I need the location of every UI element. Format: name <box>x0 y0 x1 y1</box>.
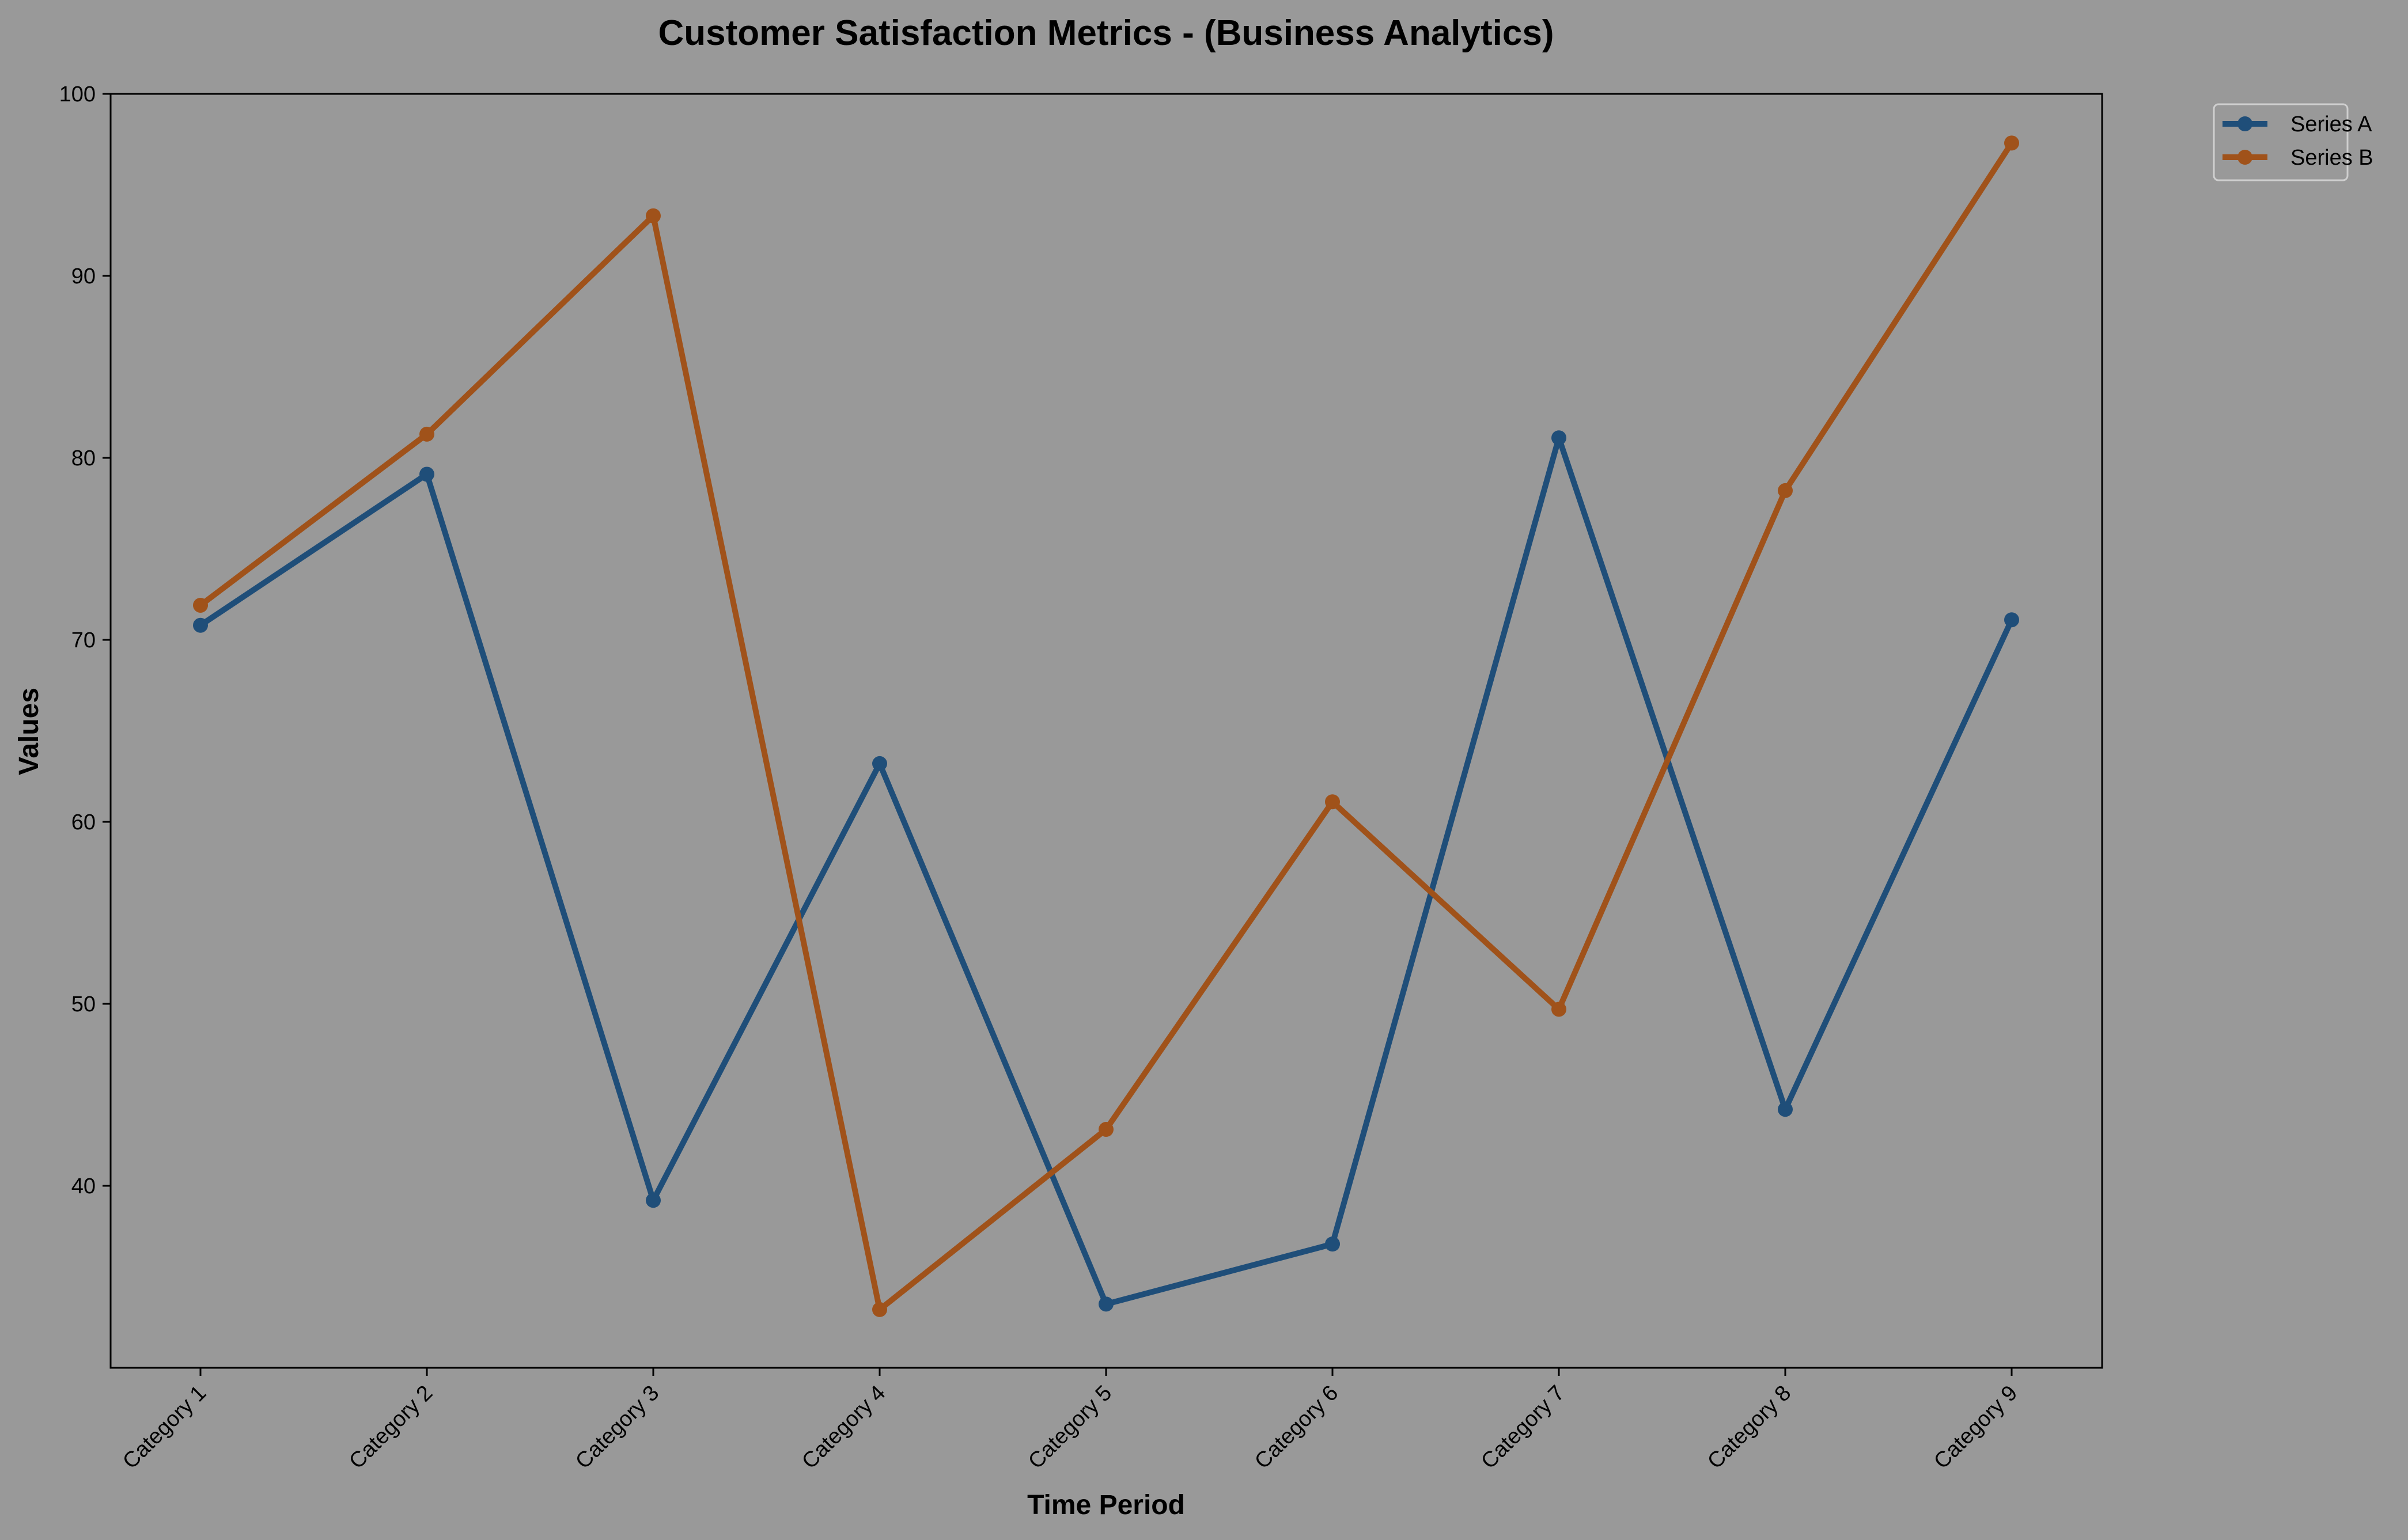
data-point <box>1778 483 1793 498</box>
data-point <box>419 466 434 482</box>
data-point <box>872 756 887 771</box>
chart-title: Customer Satisfaction Metrics - (Busines… <box>658 13 1554 53</box>
legend-label: Series B <box>2290 146 2373 170</box>
data-point <box>1551 1002 1566 1017</box>
data-point <box>1325 1236 1340 1252</box>
plot-area <box>109 93 2103 1369</box>
y-tick-label: 50 <box>71 992 96 1016</box>
data-point <box>646 1193 661 1208</box>
data-point <box>2004 612 2019 628</box>
data-point <box>872 1302 887 1317</box>
data-point <box>1551 430 1566 446</box>
y-axis: 40 50 60 70 80 90 100 <box>59 82 111 1198</box>
y-tick-label: 70 <box>71 628 96 653</box>
data-point <box>1099 1122 1114 1137</box>
data-point <box>646 208 661 223</box>
data-point <box>193 617 208 633</box>
y-axis-label: Values <box>14 688 44 775</box>
y-tick-label: 100 <box>59 82 96 107</box>
data-point <box>193 597 208 613</box>
legend: Series A Series B <box>2213 103 2373 181</box>
y-tick-label: 40 <box>71 1174 96 1198</box>
data-point <box>419 426 434 442</box>
data-point <box>1099 1296 1114 1312</box>
legend-marker <box>2237 150 2252 165</box>
y-tick-label: 60 <box>71 810 96 835</box>
data-point <box>1325 794 1340 810</box>
x-axis-label: Time Period <box>1027 1490 1185 1520</box>
y-tick-label: 80 <box>71 446 96 471</box>
data-point <box>1778 1102 1793 1117</box>
legend-label: Series A <box>2290 112 2372 136</box>
legend-marker <box>2237 116 2252 131</box>
data-point <box>2004 135 2019 151</box>
y-tick-label: 90 <box>71 264 96 289</box>
series-layer <box>193 135 2019 1317</box>
